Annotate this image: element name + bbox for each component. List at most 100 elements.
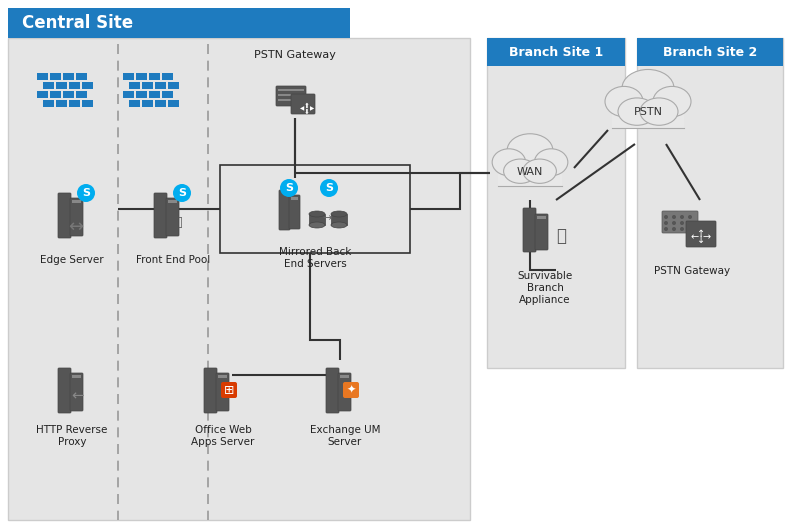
- Ellipse shape: [605, 87, 643, 117]
- FancyBboxPatch shape: [70, 198, 83, 236]
- FancyBboxPatch shape: [204, 368, 217, 413]
- Circle shape: [688, 215, 692, 219]
- Circle shape: [280, 179, 298, 197]
- Text: ↑: ↑: [697, 229, 705, 239]
- FancyBboxPatch shape: [279, 190, 290, 230]
- Bar: [498, 168, 562, 186]
- Bar: [50, 91, 61, 98]
- FancyBboxPatch shape: [291, 94, 315, 114]
- Ellipse shape: [535, 149, 568, 176]
- Bar: [155, 100, 166, 107]
- Text: ◀: ◀: [300, 107, 304, 111]
- Circle shape: [672, 221, 676, 225]
- Ellipse shape: [309, 222, 325, 228]
- Text: S: S: [178, 188, 186, 198]
- Bar: [136, 91, 147, 98]
- Text: →: →: [322, 213, 331, 223]
- FancyBboxPatch shape: [221, 382, 237, 398]
- Bar: [637, 38, 783, 66]
- Bar: [43, 100, 54, 107]
- Bar: [278, 94, 304, 96]
- Text: PSTN: PSTN: [634, 107, 663, 117]
- Circle shape: [664, 227, 668, 231]
- Text: ←: ←: [72, 389, 85, 403]
- Bar: [82, 82, 93, 89]
- Bar: [56, 82, 67, 89]
- Bar: [309, 214, 325, 225]
- Text: S: S: [325, 183, 333, 193]
- Text: Office Web
Apps Server: Office Web Apps Server: [191, 425, 255, 447]
- Bar: [123, 73, 134, 80]
- Circle shape: [680, 215, 684, 219]
- Text: Exchange UM
Server: Exchange UM Server: [310, 425, 380, 447]
- Text: Edge Server: Edge Server: [40, 255, 104, 265]
- Bar: [63, 73, 74, 80]
- Circle shape: [672, 215, 676, 219]
- Ellipse shape: [618, 98, 656, 125]
- Text: ⬇: ⬇: [304, 109, 310, 115]
- Text: Front End Pool: Front End Pool: [136, 255, 210, 265]
- Bar: [69, 100, 80, 107]
- Text: Branch Site 1: Branch Site 1: [509, 45, 603, 59]
- Bar: [123, 91, 134, 98]
- Text: S: S: [82, 188, 90, 198]
- Circle shape: [173, 184, 191, 202]
- Ellipse shape: [507, 134, 553, 167]
- Bar: [278, 99, 304, 101]
- FancyBboxPatch shape: [686, 221, 716, 247]
- Text: Mirrored Back
End Servers: Mirrored Back End Servers: [278, 247, 351, 269]
- Circle shape: [688, 221, 692, 225]
- Bar: [168, 200, 177, 203]
- Bar: [72, 375, 81, 378]
- Text: 🏙: 🏙: [174, 216, 182, 230]
- Bar: [136, 73, 147, 80]
- FancyBboxPatch shape: [70, 373, 83, 411]
- Ellipse shape: [492, 149, 525, 176]
- Bar: [637, 38, 783, 368]
- Bar: [69, 82, 80, 89]
- Bar: [63, 91, 74, 98]
- Bar: [340, 375, 349, 378]
- Bar: [72, 200, 81, 203]
- Bar: [37, 73, 48, 80]
- Ellipse shape: [653, 87, 691, 117]
- Bar: [142, 100, 153, 107]
- Text: ←: ←: [691, 232, 699, 242]
- Text: S: S: [285, 183, 293, 193]
- Text: →: →: [703, 232, 711, 242]
- FancyBboxPatch shape: [58, 193, 71, 238]
- Ellipse shape: [331, 222, 347, 228]
- Bar: [218, 375, 227, 378]
- Bar: [82, 100, 93, 107]
- FancyBboxPatch shape: [166, 198, 179, 236]
- FancyBboxPatch shape: [154, 193, 167, 238]
- Bar: [149, 73, 160, 80]
- Bar: [8, 38, 470, 520]
- Bar: [155, 82, 166, 89]
- Text: ▶: ▶: [310, 107, 314, 111]
- Bar: [487, 38, 625, 368]
- Text: ↔: ↔: [69, 218, 84, 236]
- Bar: [56, 100, 67, 107]
- Bar: [76, 91, 87, 98]
- Bar: [168, 82, 179, 89]
- Text: PSTN Gateway: PSTN Gateway: [254, 50, 336, 60]
- Circle shape: [320, 179, 338, 197]
- Bar: [612, 108, 684, 128]
- FancyBboxPatch shape: [535, 214, 548, 250]
- Text: ⊞: ⊞: [224, 383, 234, 397]
- Bar: [168, 100, 179, 107]
- FancyBboxPatch shape: [662, 211, 698, 233]
- Bar: [149, 91, 160, 98]
- Bar: [8, 8, 350, 38]
- Text: Branch Site 2: Branch Site 2: [663, 45, 757, 59]
- FancyBboxPatch shape: [523, 208, 536, 252]
- Ellipse shape: [504, 159, 537, 183]
- Ellipse shape: [309, 211, 325, 217]
- FancyBboxPatch shape: [338, 373, 351, 411]
- Bar: [162, 73, 173, 80]
- Ellipse shape: [640, 98, 678, 125]
- Circle shape: [688, 227, 692, 231]
- Bar: [50, 73, 61, 80]
- Text: ↓: ↓: [697, 235, 705, 245]
